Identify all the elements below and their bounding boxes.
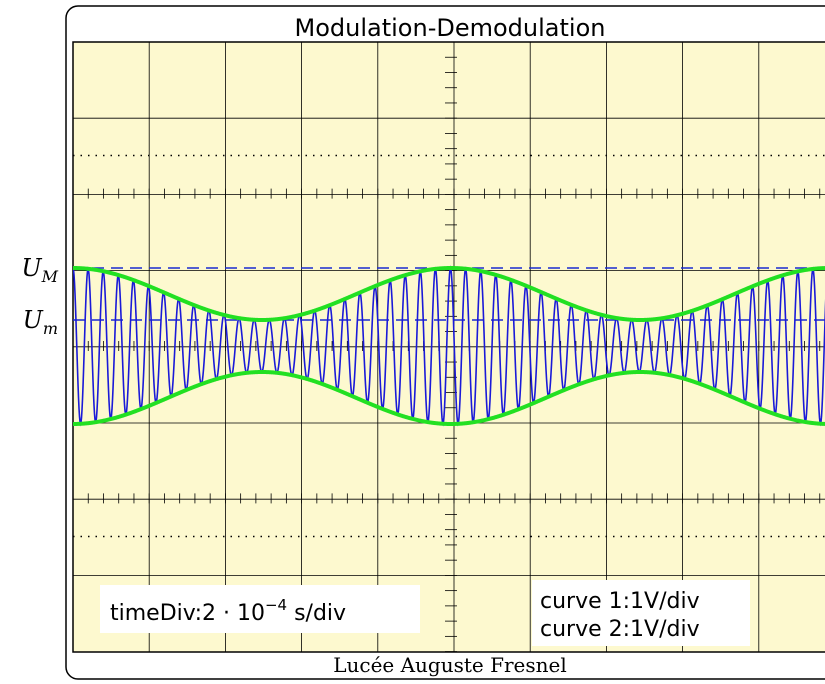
subscript: m bbox=[43, 319, 58, 338]
subscript: M bbox=[41, 267, 59, 286]
time-div: timeDiv:2 · 10−4 s/div bbox=[110, 596, 346, 626]
symbol: U bbox=[21, 254, 42, 282]
symbol: U bbox=[23, 306, 44, 334]
curve-box bbox=[532, 580, 750, 646]
time-box bbox=[100, 585, 420, 633]
title: Modulation-Demodulation bbox=[295, 14, 606, 42]
exponent: −4 bbox=[265, 596, 287, 614]
carrier bbox=[73, 265, 825, 427]
text: s/div bbox=[287, 601, 346, 626]
level-label: UM bbox=[21, 254, 58, 286]
footer: Lucée Auguste Fresnel bbox=[333, 653, 567, 677]
curve-label: curve 2:1V/div bbox=[540, 617, 700, 642]
curve-label: curve 1:1V/div bbox=[540, 589, 700, 614]
waves bbox=[73, 265, 825, 427]
envelope bbox=[73, 370, 825, 426]
level-label: Um bbox=[23, 306, 58, 338]
envelope bbox=[73, 266, 825, 322]
text: timeDiv:2 · 10 bbox=[110, 601, 265, 626]
